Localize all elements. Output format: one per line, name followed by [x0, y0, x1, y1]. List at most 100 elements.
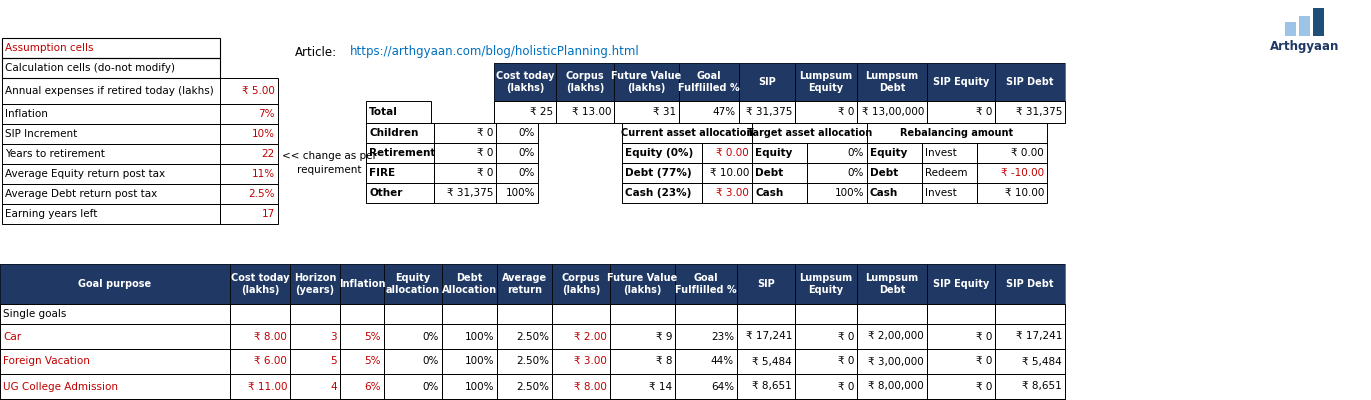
Bar — [0, 324, 230, 349]
Bar — [384, 399, 441, 400]
Bar — [219, 78, 278, 104]
Bar — [340, 399, 384, 400]
Text: ₹ 0: ₹ 0 — [477, 128, 494, 138]
Text: Rebalancing amount: Rebalancing amount — [901, 128, 1013, 138]
Bar — [995, 101, 1065, 123]
Bar — [923, 183, 978, 203]
Bar — [610, 374, 675, 399]
Bar — [1, 164, 219, 184]
Bar — [795, 63, 857, 101]
Text: Average
return: Average return — [502, 273, 547, 295]
Text: 100%: 100% — [835, 188, 864, 198]
Bar — [978, 143, 1047, 163]
Bar — [614, 101, 679, 123]
Bar — [230, 399, 291, 400]
Bar — [340, 264, 384, 304]
Bar — [0, 324, 230, 349]
Bar — [795, 349, 857, 374]
Text: ₹ 3,00,000: ₹ 3,00,000 — [868, 356, 924, 366]
Text: ₹ 3.00: ₹ 3.00 — [716, 188, 749, 198]
Bar — [795, 101, 857, 123]
Bar — [753, 183, 808, 203]
Text: 5: 5 — [330, 356, 337, 366]
Bar — [923, 143, 978, 163]
Text: Current asset allocation: Current asset allocation — [621, 128, 753, 138]
Bar — [795, 264, 857, 304]
Bar — [557, 101, 614, 123]
Bar — [857, 101, 927, 123]
Bar — [857, 349, 927, 374]
Bar — [738, 374, 795, 399]
Bar — [795, 374, 857, 399]
Bar — [927, 349, 995, 374]
Bar — [927, 399, 995, 400]
Bar — [702, 163, 753, 183]
Bar — [622, 123, 753, 143]
Bar — [923, 143, 978, 163]
Bar — [557, 63, 614, 101]
Bar — [553, 324, 610, 349]
Text: Lumpsum
Equity: Lumpsum Equity — [799, 71, 853, 93]
Bar — [927, 63, 995, 101]
Bar — [927, 304, 995, 324]
Bar — [230, 304, 291, 324]
Text: Assumption cells: Assumption cells — [5, 43, 93, 53]
Bar — [978, 163, 1047, 183]
Bar — [739, 101, 795, 123]
Bar — [496, 183, 537, 203]
Text: Goal
Fulflilled %: Goal Fulflilled % — [675, 273, 736, 295]
Text: Cash: Cash — [871, 188, 898, 198]
Bar — [808, 143, 866, 163]
Bar — [927, 399, 995, 400]
Bar — [340, 304, 384, 324]
Text: Average Debt return post tax: Average Debt return post tax — [5, 189, 158, 199]
Bar — [702, 143, 753, 163]
Text: Equity: Equity — [755, 148, 792, 158]
Bar — [498, 374, 553, 399]
Bar — [795, 349, 857, 374]
Bar — [857, 374, 927, 399]
Bar — [557, 63, 614, 101]
Bar — [610, 349, 675, 374]
Text: ₹ 5,484: ₹ 5,484 — [1023, 356, 1063, 366]
Text: ₹ 0: ₹ 0 — [838, 107, 854, 117]
Bar — [702, 183, 753, 203]
Text: ₹ 17,241: ₹ 17,241 — [746, 332, 792, 342]
Bar — [1313, 8, 1324, 36]
Bar — [675, 304, 738, 324]
Text: 5%: 5% — [365, 332, 381, 342]
Bar — [808, 163, 866, 183]
Text: ₹ 13,00,000: ₹ 13,00,000 — [861, 107, 924, 117]
Bar — [340, 324, 384, 349]
Bar — [0, 349, 230, 374]
Text: 0%: 0% — [422, 382, 439, 392]
Bar — [553, 349, 610, 374]
Bar — [1, 124, 219, 144]
Bar — [738, 324, 795, 349]
Bar — [291, 324, 340, 349]
Bar — [614, 63, 679, 101]
Bar — [553, 264, 610, 304]
Bar — [553, 264, 610, 304]
Text: Single goals: Single goals — [3, 309, 66, 319]
Bar — [219, 184, 278, 204]
Text: UG College Admission: UG College Admission — [3, 382, 118, 392]
Bar — [927, 374, 995, 399]
Text: Article:: Article: — [295, 46, 337, 58]
Bar — [340, 304, 384, 324]
Text: Total: Total — [369, 107, 398, 117]
Bar — [340, 349, 384, 374]
Bar — [219, 124, 278, 144]
Bar — [1, 78, 219, 104]
Bar — [498, 264, 553, 304]
Bar — [441, 304, 498, 324]
Text: 0%: 0% — [518, 148, 535, 158]
Bar — [866, 163, 923, 183]
Bar — [435, 183, 496, 203]
Bar — [384, 304, 441, 324]
Text: Corpus
(lakhs): Corpus (lakhs) — [562, 273, 600, 295]
Text: ₹ 17,241: ₹ 17,241 — [1016, 332, 1063, 342]
Bar — [366, 183, 435, 203]
Bar — [675, 374, 738, 399]
Text: 6%: 6% — [365, 382, 381, 392]
